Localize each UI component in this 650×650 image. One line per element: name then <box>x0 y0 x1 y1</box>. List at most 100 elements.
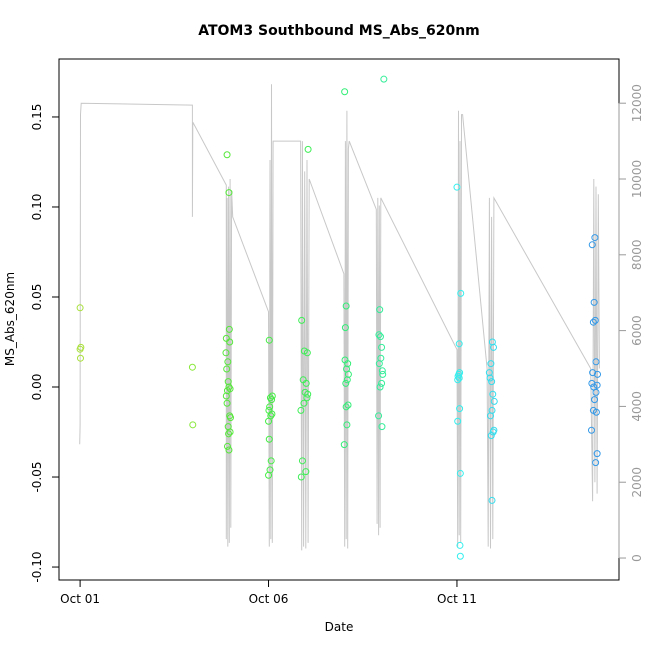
data-point <box>223 365 231 373</box>
y2-tick-label: 6000 <box>630 315 644 346</box>
data-point <box>378 423 386 431</box>
data-point <box>593 450 601 458</box>
data-point <box>303 394 311 402</box>
data-point <box>76 304 84 312</box>
data-point <box>265 336 273 344</box>
data-point <box>379 370 387 378</box>
data-point <box>265 417 273 425</box>
data-point <box>592 408 600 416</box>
data-point <box>225 325 233 333</box>
data-point <box>488 496 496 504</box>
data-point <box>222 349 230 357</box>
data-point <box>454 376 462 384</box>
data-point <box>589 369 597 377</box>
data-point <box>302 379 310 387</box>
data-point <box>297 406 305 414</box>
x-tick-label: Oct 11 <box>437 592 477 606</box>
data-point <box>297 473 305 481</box>
data-point <box>591 316 599 324</box>
data-point <box>375 360 383 368</box>
data-point <box>489 390 497 398</box>
data-point <box>593 381 601 389</box>
y2-tick-label: 2000 <box>630 467 644 498</box>
data-point <box>456 469 464 477</box>
data-point <box>266 394 274 402</box>
data-point <box>380 75 388 83</box>
data-point <box>342 403 350 411</box>
data-point <box>226 414 234 422</box>
data-point <box>594 370 602 378</box>
y2-tick-label: 12000 <box>630 84 644 122</box>
x-axis-label: Date <box>325 620 354 634</box>
data-point <box>456 405 464 413</box>
data-point <box>591 234 599 242</box>
data-point <box>590 298 598 306</box>
y-tick-label: 0.05 <box>30 284 44 311</box>
data-point <box>376 333 384 341</box>
data-point <box>487 360 495 368</box>
data-point <box>343 376 351 384</box>
data-point <box>344 401 352 409</box>
data-point <box>225 383 233 391</box>
data-point <box>268 410 276 418</box>
data-point <box>224 358 232 366</box>
data-point <box>486 412 494 420</box>
data-point <box>490 343 498 351</box>
data-point <box>298 316 306 324</box>
y-tick-label: 0.15 <box>30 104 44 131</box>
data-point <box>341 88 349 96</box>
data-point <box>456 552 464 560</box>
y2-tick-label: 8000 <box>630 240 644 271</box>
data-point <box>224 378 232 386</box>
data-point <box>342 302 350 310</box>
data-point <box>267 457 275 465</box>
data-point <box>592 358 600 366</box>
data-point <box>265 435 273 443</box>
data-point <box>454 417 462 425</box>
data-point <box>304 390 312 398</box>
data-point <box>588 241 596 249</box>
data-point <box>188 363 196 371</box>
altitude-line <box>79 84 600 551</box>
data-point <box>485 369 493 377</box>
data-point <box>266 403 274 411</box>
y2-tick-label: 4000 <box>630 391 644 422</box>
data-point <box>453 183 461 191</box>
data-point <box>378 367 386 375</box>
y-axis-label: MS_Abs_620nm <box>3 272 17 366</box>
data-point <box>265 471 273 479</box>
data-point <box>298 457 306 465</box>
data-point <box>490 397 498 405</box>
data-point <box>375 412 383 420</box>
x-tick-label: Oct 06 <box>249 592 289 606</box>
data-point <box>223 151 231 159</box>
data-point <box>376 306 384 314</box>
chart-title: ATOM3 Southbound MS_Abs_620nm <box>198 23 480 39</box>
y2-tick-label: 0 <box>630 554 644 562</box>
data-point <box>189 421 197 429</box>
y-tick-label: -0.10 <box>30 552 44 583</box>
data-point <box>343 421 351 429</box>
data-point <box>455 374 463 382</box>
data-point <box>303 349 311 357</box>
data-point <box>457 289 465 297</box>
data-point <box>375 331 383 339</box>
y2-tick-label: 10000 <box>630 160 644 198</box>
data-point <box>225 430 233 438</box>
data-point <box>488 378 496 386</box>
data-point <box>223 399 231 407</box>
data-point <box>486 374 494 382</box>
data-point <box>226 428 234 436</box>
data-point <box>341 324 349 332</box>
data-point <box>76 354 84 362</box>
data-point <box>300 399 308 407</box>
data-point <box>378 343 386 351</box>
data-point <box>456 541 464 549</box>
data-point <box>378 379 386 387</box>
data-point <box>304 145 312 153</box>
data-point <box>76 345 84 353</box>
y-tick-label: 0.10 <box>30 194 44 221</box>
y-tick-label: -0.05 <box>30 461 44 492</box>
